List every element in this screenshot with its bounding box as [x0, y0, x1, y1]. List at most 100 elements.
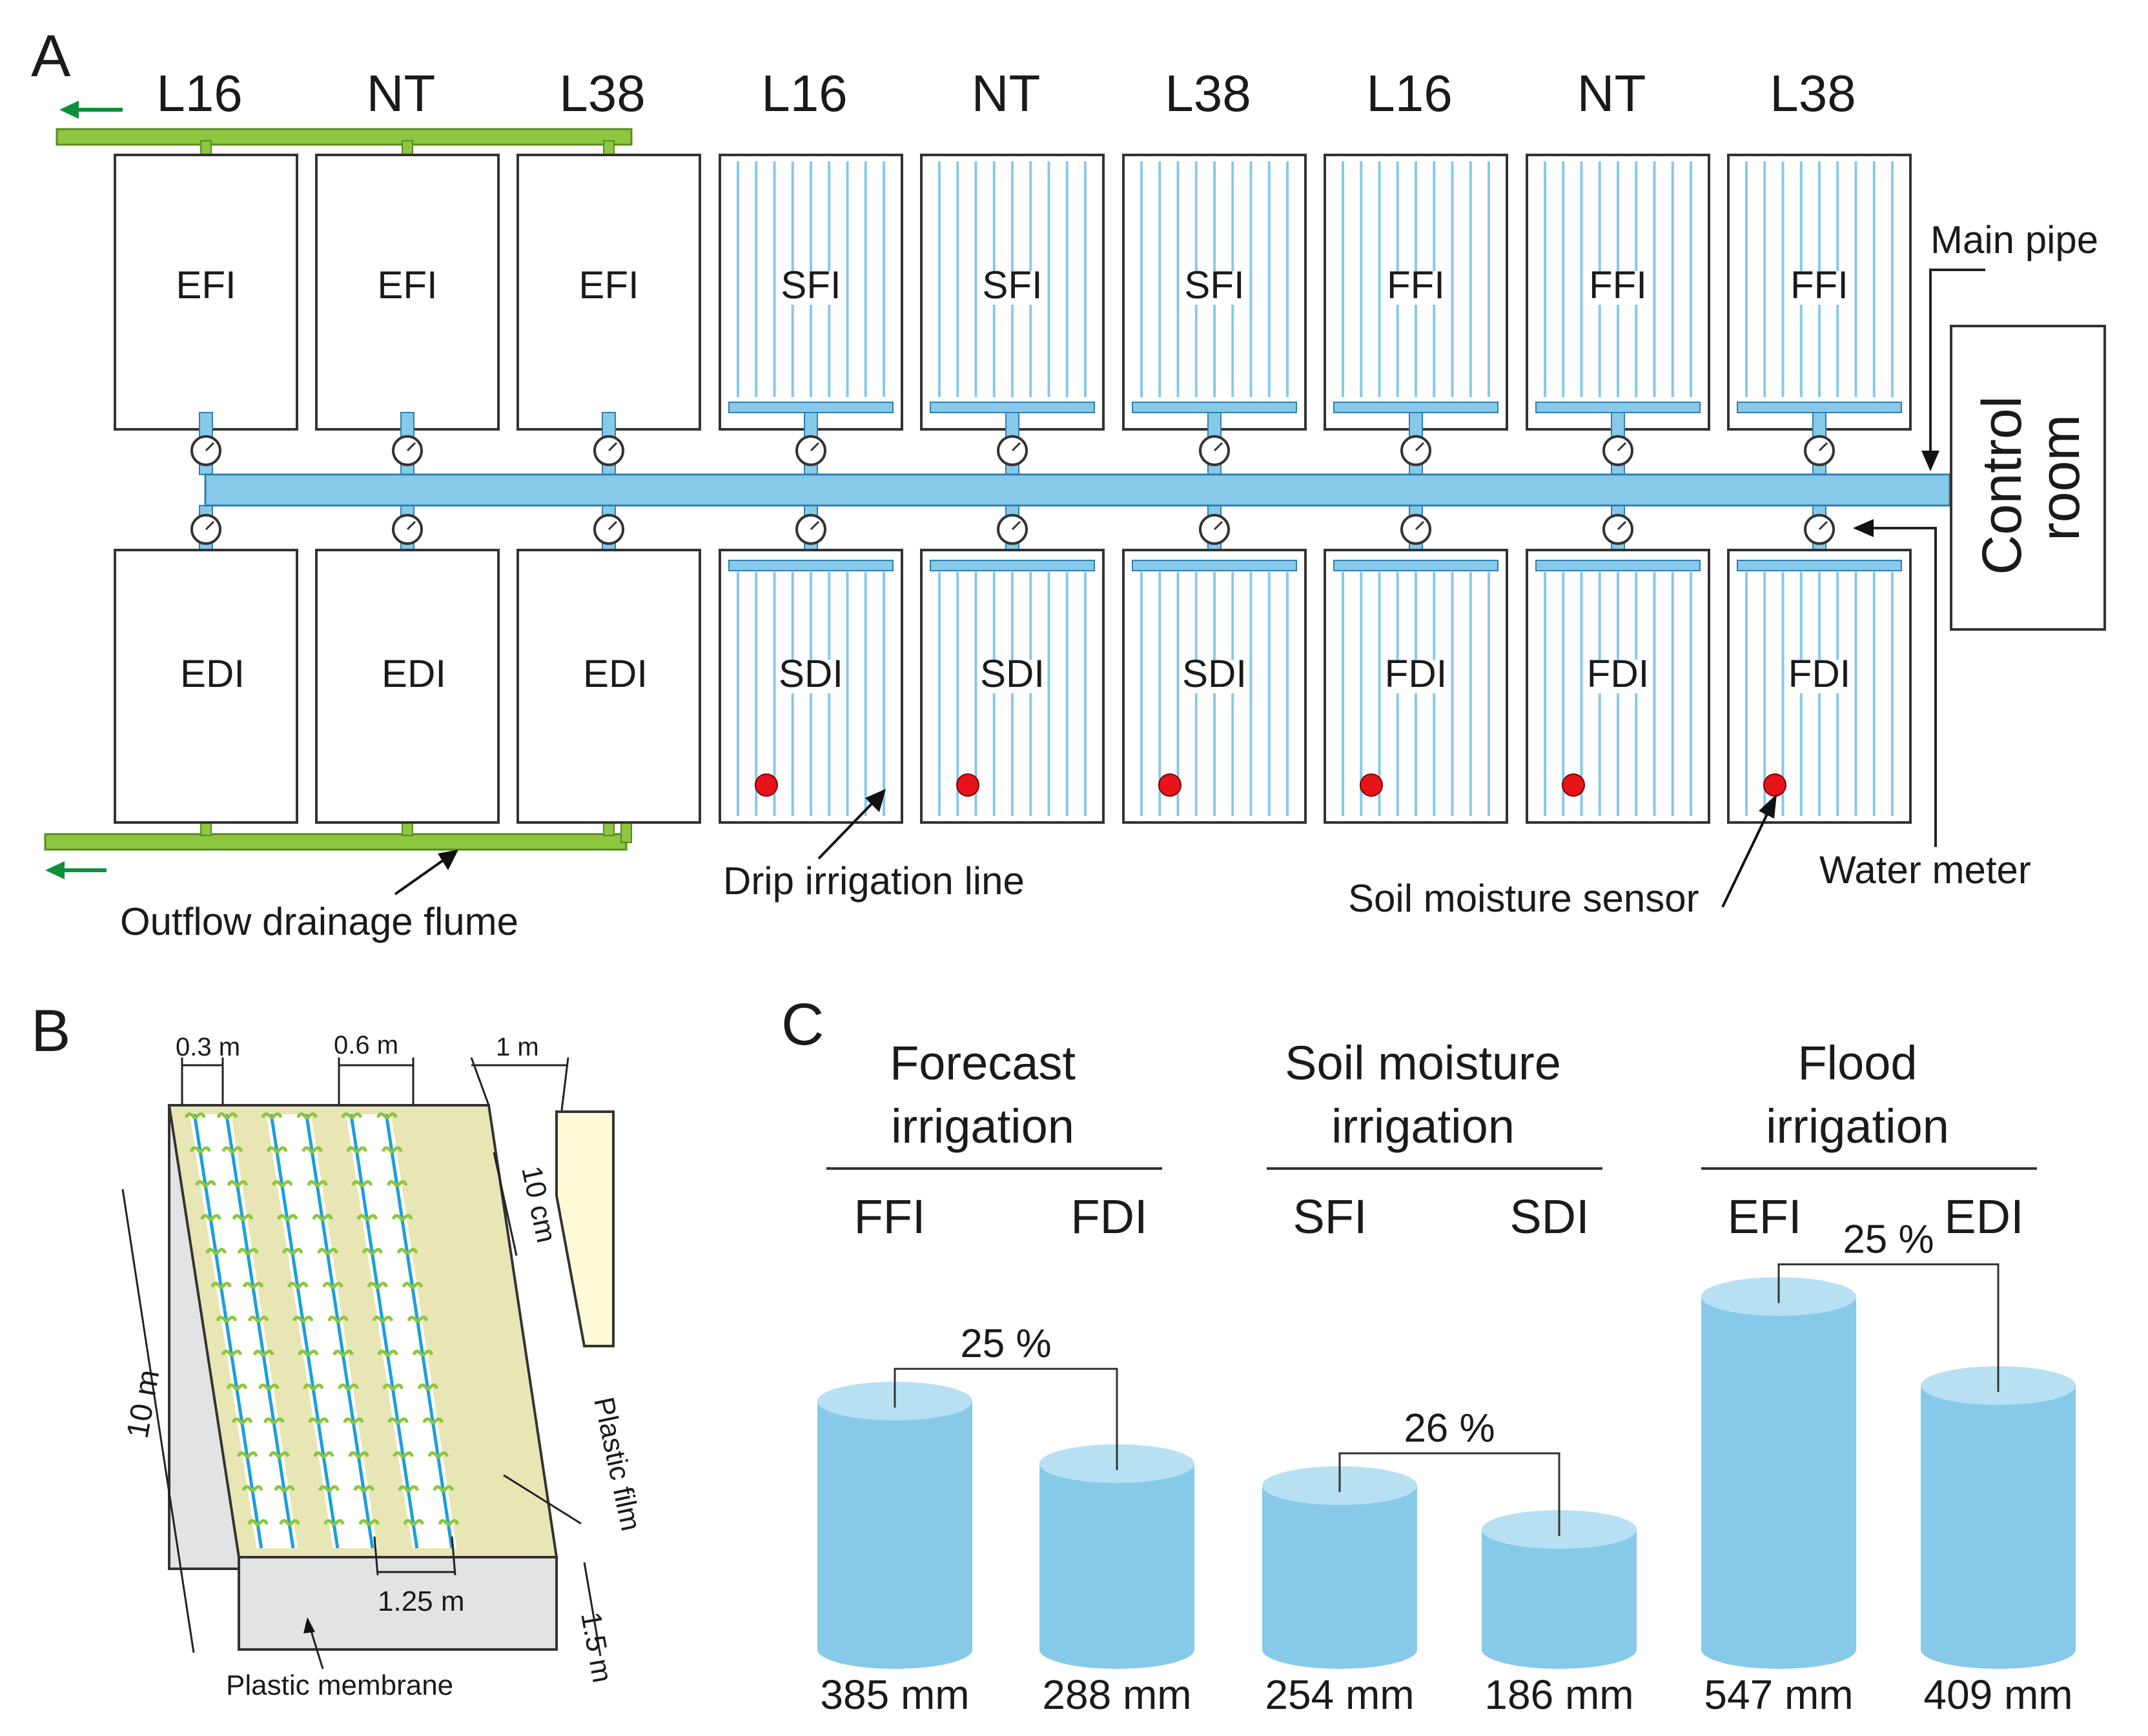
plot-top [114, 154, 298, 431]
plant-icon [343, 1417, 364, 1425]
soil-moisture-sensor-icon [1158, 773, 1181, 797]
plot-bottom [517, 549, 701, 824]
meter-needle [810, 442, 820, 452]
lateral-pipe [728, 402, 894, 413]
control-room [1950, 325, 2106, 631]
plot-label: EFI [377, 263, 437, 307]
meter-needle [1818, 442, 1828, 452]
plant-icon [382, 1384, 404, 1391]
meter-needle [608, 520, 618, 531]
plant-icon [356, 1214, 378, 1222]
outflow-drainage-flume-label: Outflow drainage flume [120, 900, 518, 943]
plant-icon [376, 1112, 398, 1120]
plant-icon [221, 1146, 243, 1154]
white-bed [346, 1114, 457, 1548]
plant-icon [184, 1112, 206, 1120]
sensor-leader [1721, 810, 1770, 908]
group-title-line2: irrigation [1331, 1099, 1515, 1153]
plant-icon [372, 1316, 394, 1323]
soil-moisture-sensor-icon [755, 773, 778, 797]
plant-icon [271, 1180, 293, 1188]
planting-beds [184, 1112, 460, 1549]
group-left-code: EFI [1727, 1190, 1801, 1243]
plant-icon [341, 1112, 363, 1120]
label-bg [1188, 660, 1241, 693]
panel-c-irrigation-amounts: C Forecast irrigation FFI FDI Soil moisture i… [781, 992, 2076, 1718]
irrigation-cylinders: 385 mm 288 mm 254 mm 186 mm 547 mm 409 mm 25 %… [817, 1217, 2076, 1718]
control-room-word-1: Control [1971, 396, 2033, 575]
control-room-word-2: room [2029, 414, 2091, 541]
plant-icon [402, 1282, 424, 1290]
plot-bottom [315, 549, 500, 824]
plot-label: FFI [1790, 263, 1848, 307]
plant-icon [391, 1214, 413, 1222]
lateral-pipe [1737, 402, 1902, 413]
reduction-bracket [1338, 1452, 1560, 1537]
plant-icon [313, 1451, 334, 1459]
plot-label: EFI [176, 263, 236, 307]
plot-label: SDI [1182, 652, 1247, 695]
cylinder-body [817, 1401, 972, 1669]
top-plot-row: EFI EFI EFI SFI SFI SFI FFI FFI FFI [114, 154, 1912, 475]
plot-label: SFI [1184, 263, 1244, 307]
label-bg [1591, 660, 1644, 693]
meter-needle [1011, 442, 1021, 452]
plot-label: SDI [980, 652, 1045, 695]
group-right-code: SDI [1509, 1190, 1589, 1243]
bottom-drainage-flume [44, 833, 628, 851]
drip-line-arrow-icon [865, 789, 886, 812]
plot-label: FDI [1587, 652, 1650, 695]
soil-moisture-sensor-icon [1763, 773, 1786, 797]
plant-icon [269, 1451, 290, 1459]
plant-icon [317, 1248, 338, 1256]
reduction-label: 25 % [1843, 1217, 1934, 1261]
group-right-code: FDI [1070, 1190, 1147, 1243]
flume-arrow-icon [438, 850, 458, 870]
white-bed [266, 1114, 378, 1548]
meter-needle [406, 520, 416, 531]
plot-label: SFI [982, 263, 1042, 307]
row-gap-label: 0.3 m [176, 1033, 240, 1061]
plot-label: SFI [781, 263, 841, 307]
meter-needle [406, 442, 416, 452]
cylinder-value-label: 186 mm [1484, 1671, 1633, 1718]
reduction-label: 26 % [1404, 1406, 1495, 1451]
column-label: L16 [156, 65, 242, 122]
cylinder-body [1262, 1486, 1417, 1669]
label-bg [1597, 271, 1639, 305]
plant-icon [323, 1519, 345, 1527]
lateral-pipe [1333, 560, 1498, 571]
plant-icon [348, 1451, 369, 1459]
column-label: L16 [761, 65, 847, 122]
border-label: 1 m [496, 1033, 539, 1061]
plant-icon [281, 1248, 303, 1256]
plant-icon [297, 1349, 319, 1358]
group-title-line2: irrigation [1766, 1099, 1949, 1153]
plastic-membrane-label: Plastic membrane [226, 1670, 453, 1701]
cylinder-body [1482, 1529, 1637, 1669]
plant-icon [274, 1485, 295, 1493]
plant-icon [362, 1248, 384, 1256]
plant-icon [308, 1417, 329, 1425]
reduction-bracket [894, 1367, 1118, 1471]
plant-icon [381, 1146, 403, 1154]
plant-icon [247, 1316, 269, 1323]
panel-c-label: C [781, 992, 824, 1057]
treatment-groups: Forecast irrigation FFI FDI Soil moisture irr… [826, 1036, 2037, 1243]
column-label: NT [367, 65, 436, 122]
plant-icon [236, 1451, 258, 1459]
cylinder-value-label: 547 mm [1704, 1671, 1853, 1718]
panel-a-field-layout: A L16 NT L38 L16 NT L38 L16 NT L38 EFI EFI EFI SFI S… [31, 23, 2106, 943]
meter-needle [1617, 520, 1627, 531]
group-left-code: SFI [1293, 1190, 1367, 1243]
plant-icon [427, 1451, 449, 1459]
plant-icon [351, 1180, 373, 1188]
meter-needle [1818, 520, 1828, 531]
plant-icon [261, 1112, 283, 1120]
label-bg [1193, 271, 1236, 305]
plant-icon [302, 1384, 324, 1391]
plant-icon [232, 1214, 254, 1222]
bed-width-label: 1.25 m [378, 1586, 465, 1617]
label-bg [991, 271, 1034, 305]
